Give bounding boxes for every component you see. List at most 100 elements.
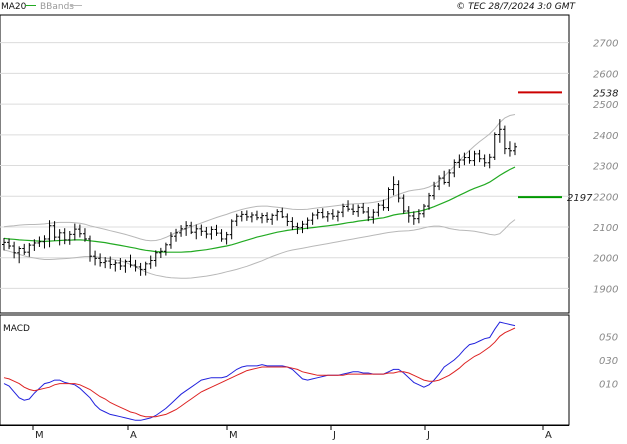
candlesticks bbox=[2, 119, 517, 276]
candle bbox=[391, 176, 396, 196]
candle bbox=[27, 242, 32, 257]
candle bbox=[88, 235, 93, 262]
candle bbox=[219, 229, 224, 242]
candle bbox=[189, 221, 194, 235]
price-tick-label: 2000 bbox=[593, 254, 618, 265]
candle bbox=[437, 175, 442, 191]
ma20-path bbox=[3, 166, 516, 253]
candle bbox=[371, 209, 376, 224]
candle bbox=[467, 150, 472, 164]
candle bbox=[148, 255, 153, 269]
candle bbox=[381, 199, 386, 211]
candle bbox=[22, 243, 27, 255]
candle bbox=[179, 225, 184, 237]
candle bbox=[513, 142, 517, 156]
candle bbox=[7, 238, 12, 250]
candle bbox=[406, 206, 411, 223]
candle bbox=[12, 241, 17, 259]
candle bbox=[2, 238, 6, 251]
candle bbox=[351, 204, 356, 215]
candle bbox=[356, 204, 361, 217]
price-tick-label: 2400 bbox=[593, 131, 618, 142]
candle bbox=[280, 207, 285, 219]
candle bbox=[507, 141, 512, 157]
candle bbox=[290, 217, 295, 231]
month-label: J bbox=[426, 430, 430, 440]
macd-tick-label: 010 bbox=[599, 380, 618, 391]
candle bbox=[366, 207, 371, 222]
candle bbox=[270, 213, 275, 225]
candle bbox=[103, 257, 108, 269]
price-tick-label: 2500 bbox=[593, 100, 618, 111]
candle bbox=[234, 213, 239, 227]
month-label: A bbox=[545, 430, 552, 440]
candle bbox=[143, 261, 148, 276]
candle bbox=[472, 150, 477, 166]
candle bbox=[184, 221, 189, 236]
candle bbox=[194, 224, 199, 240]
candle bbox=[462, 152, 467, 166]
bband-upper-line bbox=[3, 114, 516, 242]
candle bbox=[108, 256, 113, 269]
macd-tick-label: 050 bbox=[599, 332, 618, 343]
candle bbox=[426, 192, 431, 210]
candle bbox=[260, 212, 265, 224]
macd-series-line bbox=[3, 327, 516, 418]
candle bbox=[457, 154, 462, 168]
price-axis: 1900 2000 2100 2200 2300 2400 2500 2600 2700 bbox=[593, 39, 618, 296]
candle bbox=[254, 210, 259, 221]
month-label: M bbox=[229, 430, 238, 440]
candle bbox=[361, 203, 366, 214]
price-tick-label: 1900 bbox=[593, 284, 618, 295]
candle bbox=[487, 153, 492, 169]
candle bbox=[320, 208, 325, 219]
candle bbox=[346, 200, 351, 212]
candle bbox=[62, 228, 67, 245]
candle bbox=[168, 232, 173, 249]
candle bbox=[113, 260, 118, 272]
price-tick-label: 2600 bbox=[593, 69, 618, 80]
candle bbox=[128, 254, 133, 268]
support-resistance-levels: 2538 2197 bbox=[518, 88, 618, 204]
candle bbox=[72, 223, 77, 241]
candle bbox=[325, 211, 330, 222]
candle bbox=[442, 170, 447, 185]
price-panel-frame bbox=[0, 14, 570, 314]
candle bbox=[477, 149, 482, 163]
candle bbox=[209, 226, 214, 240]
macd-panel-label: MACD bbox=[3, 324, 30, 334]
candle bbox=[396, 180, 401, 203]
candle bbox=[244, 210, 249, 221]
candle bbox=[265, 212, 270, 223]
bollinger-bands bbox=[3, 114, 516, 279]
candle bbox=[174, 228, 179, 242]
candle bbox=[153, 250, 158, 267]
candle bbox=[416, 209, 421, 224]
candle bbox=[482, 154, 487, 167]
candle bbox=[93, 250, 98, 266]
macd-axis: 010 030 050 bbox=[599, 332, 618, 390]
month-label: A bbox=[130, 430, 137, 440]
candle bbox=[224, 231, 229, 245]
candle bbox=[229, 219, 234, 240]
copyright-text: © TEC 28/7/2024 3:0 GMT bbox=[456, 2, 576, 12]
candle bbox=[47, 220, 52, 248]
legend-bbands-label: BBands bbox=[40, 2, 74, 12]
candle bbox=[204, 226, 209, 239]
candle bbox=[98, 253, 103, 267]
candle bbox=[118, 258, 123, 270]
candle bbox=[300, 220, 305, 234]
price-tick-label: 2200 bbox=[593, 192, 618, 203]
candle bbox=[452, 159, 457, 178]
candle bbox=[158, 247, 163, 259]
candle bbox=[138, 262, 143, 276]
candle bbox=[82, 228, 87, 242]
candle bbox=[163, 242, 168, 256]
candle bbox=[249, 212, 254, 223]
candle bbox=[492, 132, 497, 161]
month-label: M bbox=[35, 430, 44, 440]
macd-panel-frame bbox=[0, 314, 570, 426]
candle bbox=[447, 169, 452, 187]
